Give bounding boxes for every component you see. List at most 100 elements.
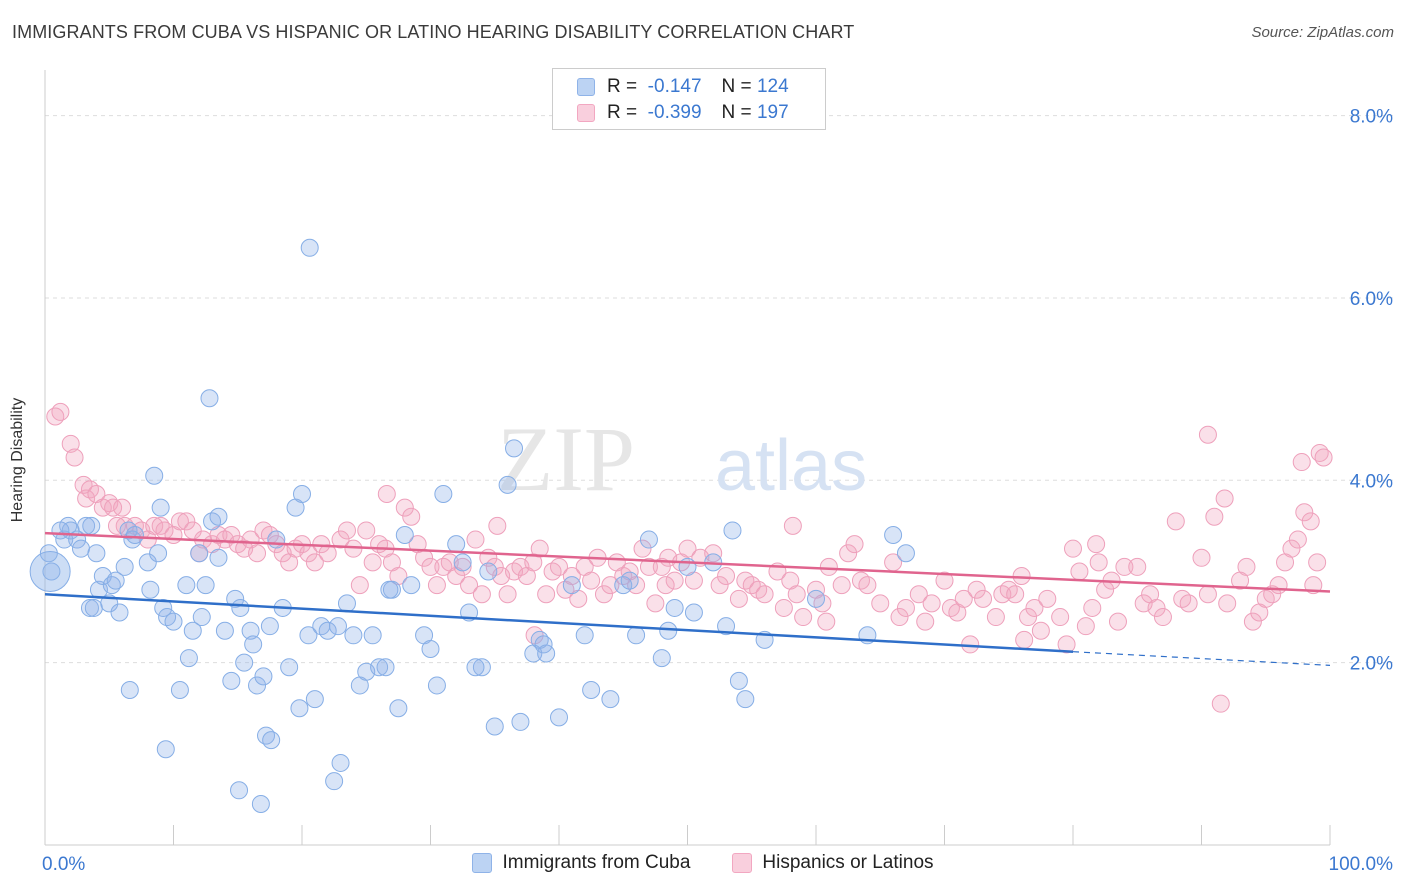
point-cuba — [244, 635, 263, 654]
point-cuba — [293, 484, 311, 503]
y-tick-label: 6.0% — [1350, 289, 1393, 310]
point-hispanics — [749, 580, 768, 599]
point-cuba — [299, 626, 318, 645]
point-hispanics — [113, 498, 132, 517]
point-hispanics — [582, 571, 601, 590]
point-hispanics — [1308, 553, 1327, 572]
point-hispanics — [839, 544, 858, 563]
legend-row-cuba: R = -0.147 N = 124 — [577, 75, 789, 99]
point-hispanics — [1211, 694, 1230, 713]
point-hispanics — [537, 585, 556, 604]
point-cuba — [620, 571, 639, 590]
point-hispanics — [774, 598, 793, 617]
point-hispanics — [1198, 585, 1217, 604]
x-tick-label-max: 100.0% — [1329, 854, 1394, 875]
point-hispanics — [530, 539, 549, 558]
point-cuba — [248, 676, 267, 695]
point-cuba — [222, 671, 241, 690]
point-hispanics — [909, 585, 928, 604]
point-hispanics — [1314, 448, 1333, 467]
point-hispanics — [1269, 576, 1288, 595]
point-cuba — [575, 626, 594, 645]
point-cuba — [582, 681, 601, 699]
point-cuba — [158, 608, 177, 627]
point-cuba — [453, 553, 472, 572]
legend-swatch-pink — [577, 104, 595, 122]
point-hispanics — [1051, 608, 1070, 627]
point-hispanics — [222, 526, 241, 544]
point-hispanics — [652, 557, 671, 576]
point-hispanics — [594, 585, 613, 604]
legend-item-cuba[interactable]: Immigrants from Cuba — [472, 852, 690, 874]
point-hispanics — [736, 571, 755, 590]
point-cuba — [262, 731, 281, 750]
point-cuba-large — [29, 550, 71, 592]
point-hispanics — [460, 576, 479, 595]
point-cuba — [434, 484, 453, 503]
chart-title: IMMIGRANTS FROM CUBA VS HISPANIC OR LATI… — [12, 22, 855, 42]
point-cuba — [318, 621, 337, 640]
point-cuba — [138, 553, 157, 572]
legend-item-hispanics[interactable]: Hispanics or Latinos — [732, 852, 934, 874]
point-cuba — [51, 521, 70, 540]
point-hispanics — [1015, 630, 1034, 649]
point-hispanics — [646, 594, 665, 613]
point-cuba — [729, 671, 748, 690]
point-hispanics — [1198, 425, 1217, 444]
point-hispanics — [80, 480, 99, 499]
point-cuba — [328, 617, 347, 636]
point-hispanics — [896, 598, 915, 617]
point-hispanics — [742, 576, 761, 595]
legend-n-value: 124 — [756, 76, 789, 97]
point-cuba — [203, 512, 222, 531]
point-hispanics — [916, 612, 935, 631]
point-hispanics — [1057, 635, 1076, 654]
point-hispanics — [1295, 503, 1314, 522]
point-hispanics — [1115, 557, 1134, 576]
point-cuba — [395, 526, 414, 544]
y-tick-label: 4.0% — [1350, 471, 1393, 492]
x-tick-label-min: 0.0% — [42, 854, 85, 875]
point-hispanics — [485, 557, 504, 576]
point-cuba — [344, 626, 363, 645]
point-hispanics — [1128, 557, 1147, 576]
point-cuba — [71, 539, 90, 558]
point-hispanics — [145, 516, 164, 535]
point-cuba — [192, 608, 211, 627]
point-cuba — [447, 535, 466, 554]
point-hispanics — [1218, 594, 1237, 613]
legend-r-value: -0.147 — [647, 76, 702, 97]
point-hispanics — [922, 594, 941, 613]
point-cuba — [120, 681, 139, 699]
point-cuba — [337, 594, 356, 613]
point-hispanics — [1108, 612, 1127, 631]
point-hispanics — [845, 535, 864, 554]
point-cuba — [200, 389, 219, 408]
point-cuba — [659, 621, 678, 640]
point-cuba — [723, 521, 742, 540]
point-cuba — [141, 580, 160, 599]
point-hispanics — [941, 598, 960, 617]
point-hispanics — [890, 608, 909, 627]
point-cuba — [884, 526, 903, 544]
point-cuba — [421, 639, 440, 658]
point-hispanics — [1292, 453, 1311, 472]
point-hispanics — [453, 557, 472, 576]
point-cuba — [241, 621, 260, 640]
point-hispanics — [993, 585, 1012, 604]
point-hispanics — [550, 557, 568, 576]
point-cuba — [230, 781, 249, 800]
point-cuba — [42, 562, 61, 581]
point-hispanics — [254, 521, 273, 540]
watermark-zip: ZIP — [497, 408, 635, 510]
point-hispanics — [665, 571, 684, 590]
point-cuba — [479, 562, 498, 581]
point-hispanics — [1076, 617, 1095, 636]
point-hispanics — [1083, 598, 1102, 617]
point-hispanics — [1147, 598, 1166, 617]
point-cuba — [170, 681, 189, 699]
point-hispanics — [1288, 530, 1307, 549]
point-cuba — [363, 626, 382, 645]
point-cuba — [290, 699, 309, 718]
